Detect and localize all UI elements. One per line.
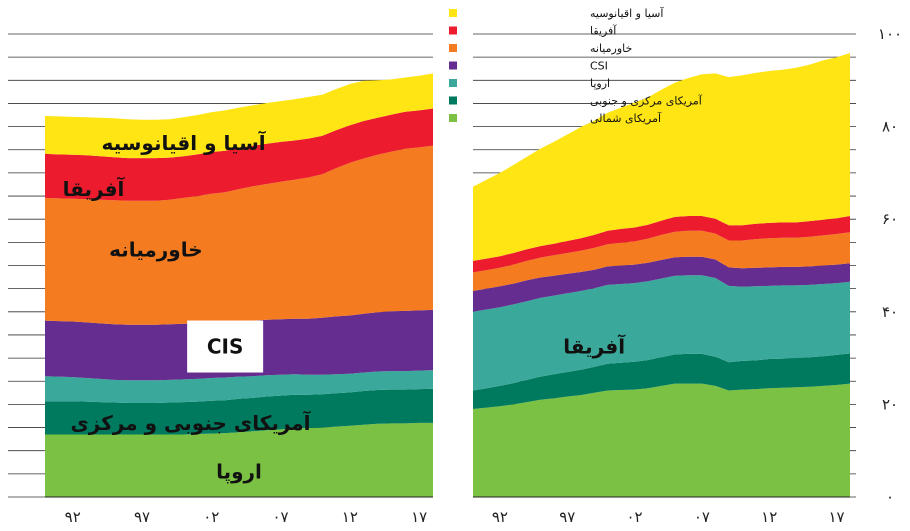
x-tick-label: ۰۲ [203,508,219,526]
legend-swatch [449,9,457,17]
legend-label: آمریکای شمالی [590,111,662,125]
cis-label-box [187,320,264,373]
y-tick-label: ۱۰۰ [878,25,902,43]
legend-swatch [449,96,457,105]
area-labels: آسیا و اقیانوسیه آفریقا خاورمیانه CIS آمریکا… [63,130,627,485]
area-series [473,383,850,497]
x-tick-label: ۹۷ [559,508,575,526]
x-tick-label: ۰۷ [273,508,289,526]
area-series [45,422,433,497]
area-label: آمریکای جنوبی و مرکزی [70,410,311,435]
legend-label: آمریکای مرکزی و جنوبی [590,94,703,108]
area-label: خاورمیانه [109,237,203,261]
legend-label: اروپا [590,77,610,90]
y-tick-label: ۸۰ [882,118,898,136]
area-series [473,53,850,261]
y-tick-label: ۲۰ [882,395,898,413]
legend-label: آسیا و اقیانوسیه [590,6,664,20]
legend-label: آفریقا [590,24,617,38]
x-tick-label: ۹۲ [65,508,81,526]
x-tick-label: ۱۲ [342,508,358,526]
x-tick-label: ۰۲ [627,508,643,526]
legend-swatch [449,114,457,122]
area-series [45,73,433,159]
legend-label: خاورمیانه [590,42,632,55]
area-series [473,216,850,273]
y-tick-label: ۴۰ [882,303,898,321]
left-panel [45,73,433,497]
area-series [473,275,850,391]
y-tick-label: ۶۰ [882,210,898,228]
area-label: آفریقا [563,334,626,359]
x-tick-label: ۹۷ [134,508,150,526]
x-tick-label: ۰۷ [694,508,710,526]
legend-swatch [449,79,457,87]
legend-swatch [449,61,457,70]
legend-swatch [449,26,457,35]
area-label: آسیا و اقیانوسیه [101,130,266,155]
x-tick-label: ۱۲ [761,508,777,526]
legend-label: CSI [590,60,608,73]
area-series [473,230,850,291]
legend-swatch [449,44,457,52]
area-series [45,108,433,201]
area-series [45,370,433,403]
area-label: CIS [207,335,244,359]
x-axes: ۹۲ ۹۷ ۰۲ ۰۷ ۱۲ ۱۷ ۹۲ ۹۷ ۰۲ ۰۷ ۱۲ ۱۷ [45,496,850,526]
y-tick-label: ۰ [886,488,894,506]
area-series [473,256,850,312]
y-axis: ۰ ۲۰ ۴۰ ۶۰ ۸۰ ۱۰۰ [878,25,902,506]
right-panel [473,53,850,497]
x-tick-label: ۱۷ [411,508,427,526]
legend: آسیا و اقیانوسیه آفریقا خاورمیانه CSI اروپا آ… [449,6,703,125]
x-tick-label: ۱۷ [828,508,844,526]
area-label: اروپا [216,460,262,485]
area-series [45,388,433,435]
area-series [473,353,850,409]
area-series [45,145,433,325]
area-label: آفریقا [63,176,126,201]
x-tick-label: ۹۲ [492,508,508,526]
